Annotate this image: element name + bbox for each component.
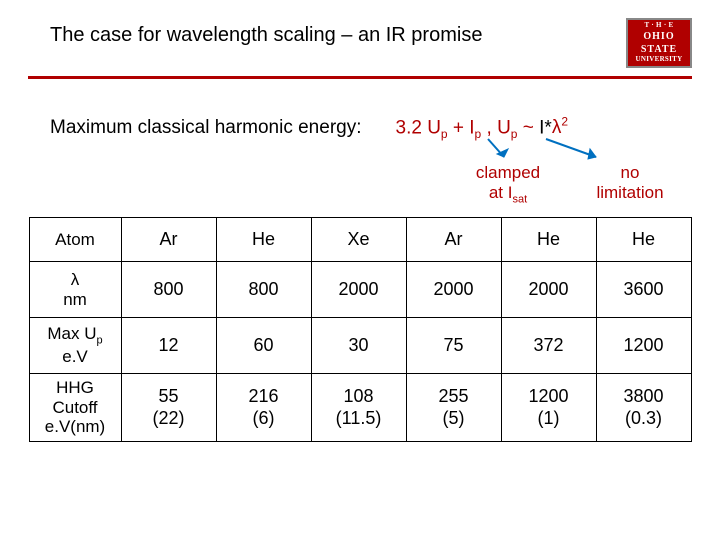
annotation-nolimit: no limitation (580, 163, 680, 202)
formula-I: I* (539, 117, 552, 138)
annotation-clamped: clamped at Isat (458, 163, 558, 206)
table-cell: He (501, 218, 596, 262)
rowhead-maxup: Max Up e.V (29, 318, 121, 374)
table-cell: 372 (501, 318, 596, 374)
data-table: Atom Ar He Xe Ar He He λ nm 800 800 2000… (29, 217, 692, 442)
annotation-row: clamped at Isat no limitation (28, 149, 692, 207)
table-cell: 800 (121, 262, 216, 318)
table-row-lambda: λ nm 800 800 2000 2000 2000 3600 (29, 262, 691, 318)
table-cell: 3800(0.3) (596, 374, 691, 442)
table-cell: Xe (311, 218, 406, 262)
table-row-hhg: HHG Cutoff e.V(nm) 55(22) 216(6) 108(11.… (29, 374, 691, 442)
formula-lambda: λ2 (552, 117, 568, 138)
table-cell: Ar (121, 218, 216, 262)
rowhead-atom: Atom (29, 218, 121, 262)
table-row-maxup: Max Up e.V 12 60 30 75 372 1200 (29, 318, 691, 374)
table-cell: 55(22) (121, 374, 216, 442)
ohio-state-logo: T · H · E OHIO STATE UNIVERSITY (626, 18, 692, 68)
table-cell: 255(5) (406, 374, 501, 442)
table-cell: 2000 (406, 262, 501, 318)
table-cell: 108(11.5) (311, 374, 406, 442)
formula-row: Maximum classical harmonic energy: 3.2 U… (0, 79, 720, 149)
page-title: The case for wavelength scaling – an IR … (50, 18, 626, 47)
table-cell: 216(6) (216, 374, 311, 442)
table-cell: 2000 (311, 262, 406, 318)
table-cell: 800 (216, 262, 311, 318)
rowhead-hhg: HHG Cutoff e.V(nm) (29, 374, 121, 442)
table-cell: 60 (216, 318, 311, 374)
table-cell: 1200(1) (501, 374, 596, 442)
table-cell: Ar (406, 218, 501, 262)
table-cell: 75 (406, 318, 501, 374)
table-row-atom: Atom Ar He Xe Ar He He (29, 218, 691, 262)
table-cell: 3600 (596, 262, 691, 318)
table-cell: He (216, 218, 311, 262)
table-cell: 12 (121, 318, 216, 374)
rowhead-lambda: λ nm (29, 262, 121, 318)
table-cell: He (596, 218, 691, 262)
table-cell: 2000 (501, 262, 596, 318)
header: The case for wavelength scaling – an IR … (0, 0, 720, 68)
table-cell: 1200 (596, 318, 691, 374)
table-cell: 30 (311, 318, 406, 374)
formula-label: Maximum classical harmonic energy: (50, 117, 362, 139)
